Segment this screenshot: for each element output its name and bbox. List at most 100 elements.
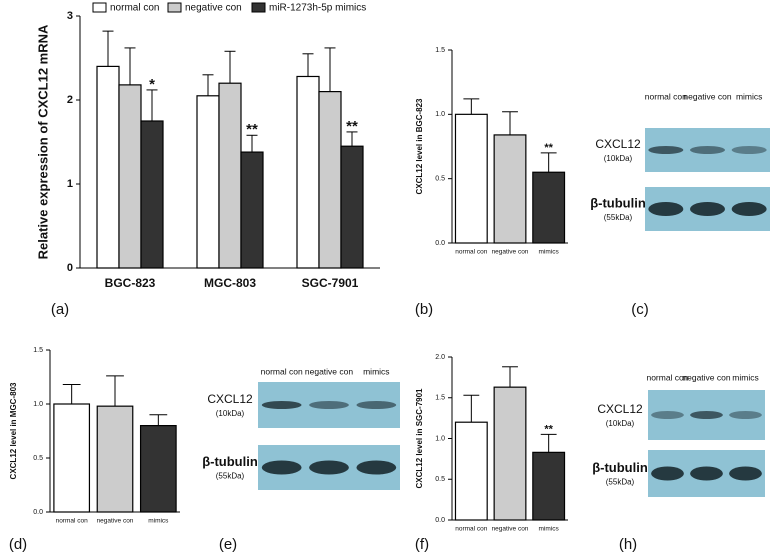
y-tick-label: 0.5 bbox=[435, 176, 445, 183]
row-label: β-tubulin bbox=[590, 195, 646, 210]
y-tick-label: 1.5 bbox=[435, 395, 445, 402]
x-tick-label: negative con bbox=[492, 249, 529, 256]
row-label: β-tubulin bbox=[592, 460, 648, 475]
y-tick-label: 2 bbox=[67, 94, 73, 106]
significance: ** bbox=[246, 121, 258, 138]
lane-label: normal con bbox=[645, 91, 687, 101]
x-tick-label: mimics bbox=[539, 526, 560, 533]
row-sublabel: (55kDa) bbox=[216, 472, 245, 481]
significance: ** bbox=[544, 142, 553, 154]
bar bbox=[532, 171, 566, 244]
bar bbox=[53, 403, 91, 513]
y-tick-label: 1.0 bbox=[435, 435, 445, 442]
x-tick-label: normal con bbox=[56, 518, 89, 525]
legend-label: negative con bbox=[185, 3, 242, 14]
legend-label: normal con bbox=[110, 3, 159, 14]
lane-label: mimics bbox=[732, 372, 758, 382]
x-tick-label: MGC-803 bbox=[204, 276, 256, 290]
y-tick-label: 0.5 bbox=[33, 455, 43, 462]
lane-label: negative con bbox=[305, 366, 353, 376]
x-tick-label: normal con bbox=[455, 526, 488, 533]
blot-band bbox=[690, 146, 725, 154]
blot-band bbox=[648, 146, 684, 154]
panel-label: (d) bbox=[9, 536, 27, 553]
y-tick-label: 1 bbox=[67, 178, 73, 190]
y-tick-label: 1.0 bbox=[33, 401, 43, 408]
row-label: CXCL12 bbox=[597, 402, 643, 416]
blot-band bbox=[309, 401, 349, 409]
x-tick-label: negative con bbox=[97, 518, 134, 525]
lane-label: mimics bbox=[736, 91, 762, 101]
lane-label: mimics bbox=[363, 366, 389, 376]
x-tick-label: mimics bbox=[539, 249, 560, 256]
bar bbox=[532, 451, 566, 521]
y-tick-label: 0.5 bbox=[435, 476, 445, 483]
significance: ** bbox=[544, 423, 553, 435]
bar bbox=[218, 82, 242, 269]
blot-band bbox=[690, 202, 725, 216]
bar bbox=[454, 113, 488, 244]
panel-label: (h) bbox=[619, 536, 637, 553]
row-sublabel: (10kDa) bbox=[604, 154, 633, 163]
bar bbox=[454, 421, 488, 521]
lane-label: normal con bbox=[646, 372, 688, 382]
bar bbox=[240, 151, 264, 269]
blot-band bbox=[651, 466, 684, 481]
bar bbox=[296, 75, 320, 269]
blot-band bbox=[356, 401, 397, 409]
y-tick-label: 0.0 bbox=[33, 509, 43, 516]
panel-label: (c) bbox=[631, 301, 649, 318]
lane-label: negative con bbox=[683, 91, 731, 101]
panel-label: (f) bbox=[415, 536, 429, 553]
bar bbox=[318, 90, 342, 269]
y-axis-label: CXCL12 level in MGC-803 bbox=[9, 382, 18, 479]
blot-band bbox=[729, 466, 762, 481]
panel-label: (b) bbox=[415, 301, 433, 318]
row-sublabel: (55kDa) bbox=[604, 213, 633, 222]
row-label: β-tubulin bbox=[202, 454, 258, 469]
bar bbox=[340, 145, 364, 269]
bar bbox=[118, 84, 142, 269]
y-axis-label: Relative expression of CXCL12 mRNA bbox=[35, 24, 50, 259]
bar bbox=[139, 425, 177, 513]
blot-band bbox=[690, 466, 723, 481]
y-axis-label: CXCL12 level in SGC-7901 bbox=[415, 388, 424, 489]
x-tick-label: negative con bbox=[492, 526, 529, 533]
lane-label: normal con bbox=[261, 366, 303, 376]
y-tick-label: 0.0 bbox=[435, 240, 445, 247]
row-label: CXCL12 bbox=[207, 392, 253, 406]
significance: ** bbox=[346, 118, 358, 135]
panel-label: (e) bbox=[219, 536, 237, 553]
blot-band bbox=[648, 202, 684, 216]
bar bbox=[96, 65, 120, 269]
y-tick-label: 0 bbox=[67, 262, 73, 274]
blot-band bbox=[731, 202, 767, 216]
y-tick-label: 1.0 bbox=[435, 111, 445, 118]
blot-band bbox=[261, 401, 302, 409]
bar bbox=[196, 95, 220, 269]
blot-band bbox=[261, 460, 302, 475]
legend-swatch bbox=[251, 2, 266, 13]
significance: * bbox=[149, 76, 155, 93]
row-label: CXCL12 bbox=[595, 137, 641, 151]
bar bbox=[493, 386, 527, 521]
y-tick-label: 0.0 bbox=[435, 517, 445, 524]
y-tick-label: 1.5 bbox=[435, 47, 445, 54]
y-axis-label: CXCL12 level in BGC-823 bbox=[415, 98, 424, 195]
x-tick-label: mimics bbox=[148, 518, 169, 525]
x-tick-label: normal con bbox=[455, 249, 488, 256]
blot-band bbox=[690, 411, 723, 419]
x-tick-label: SGC-7901 bbox=[302, 276, 359, 290]
blot-band bbox=[356, 460, 397, 475]
legend-swatch bbox=[92, 2, 107, 13]
blot-band bbox=[651, 411, 684, 419]
y-tick-label: 3 bbox=[67, 10, 73, 22]
panel-label: (a) bbox=[51, 301, 69, 318]
blot-band bbox=[729, 411, 762, 419]
legend-swatch bbox=[167, 2, 182, 13]
bar bbox=[140, 120, 164, 269]
legend-label: miR-1273h-5p mimics bbox=[269, 3, 366, 14]
y-tick-label: 2.0 bbox=[435, 354, 445, 361]
blot-band bbox=[309, 460, 349, 475]
